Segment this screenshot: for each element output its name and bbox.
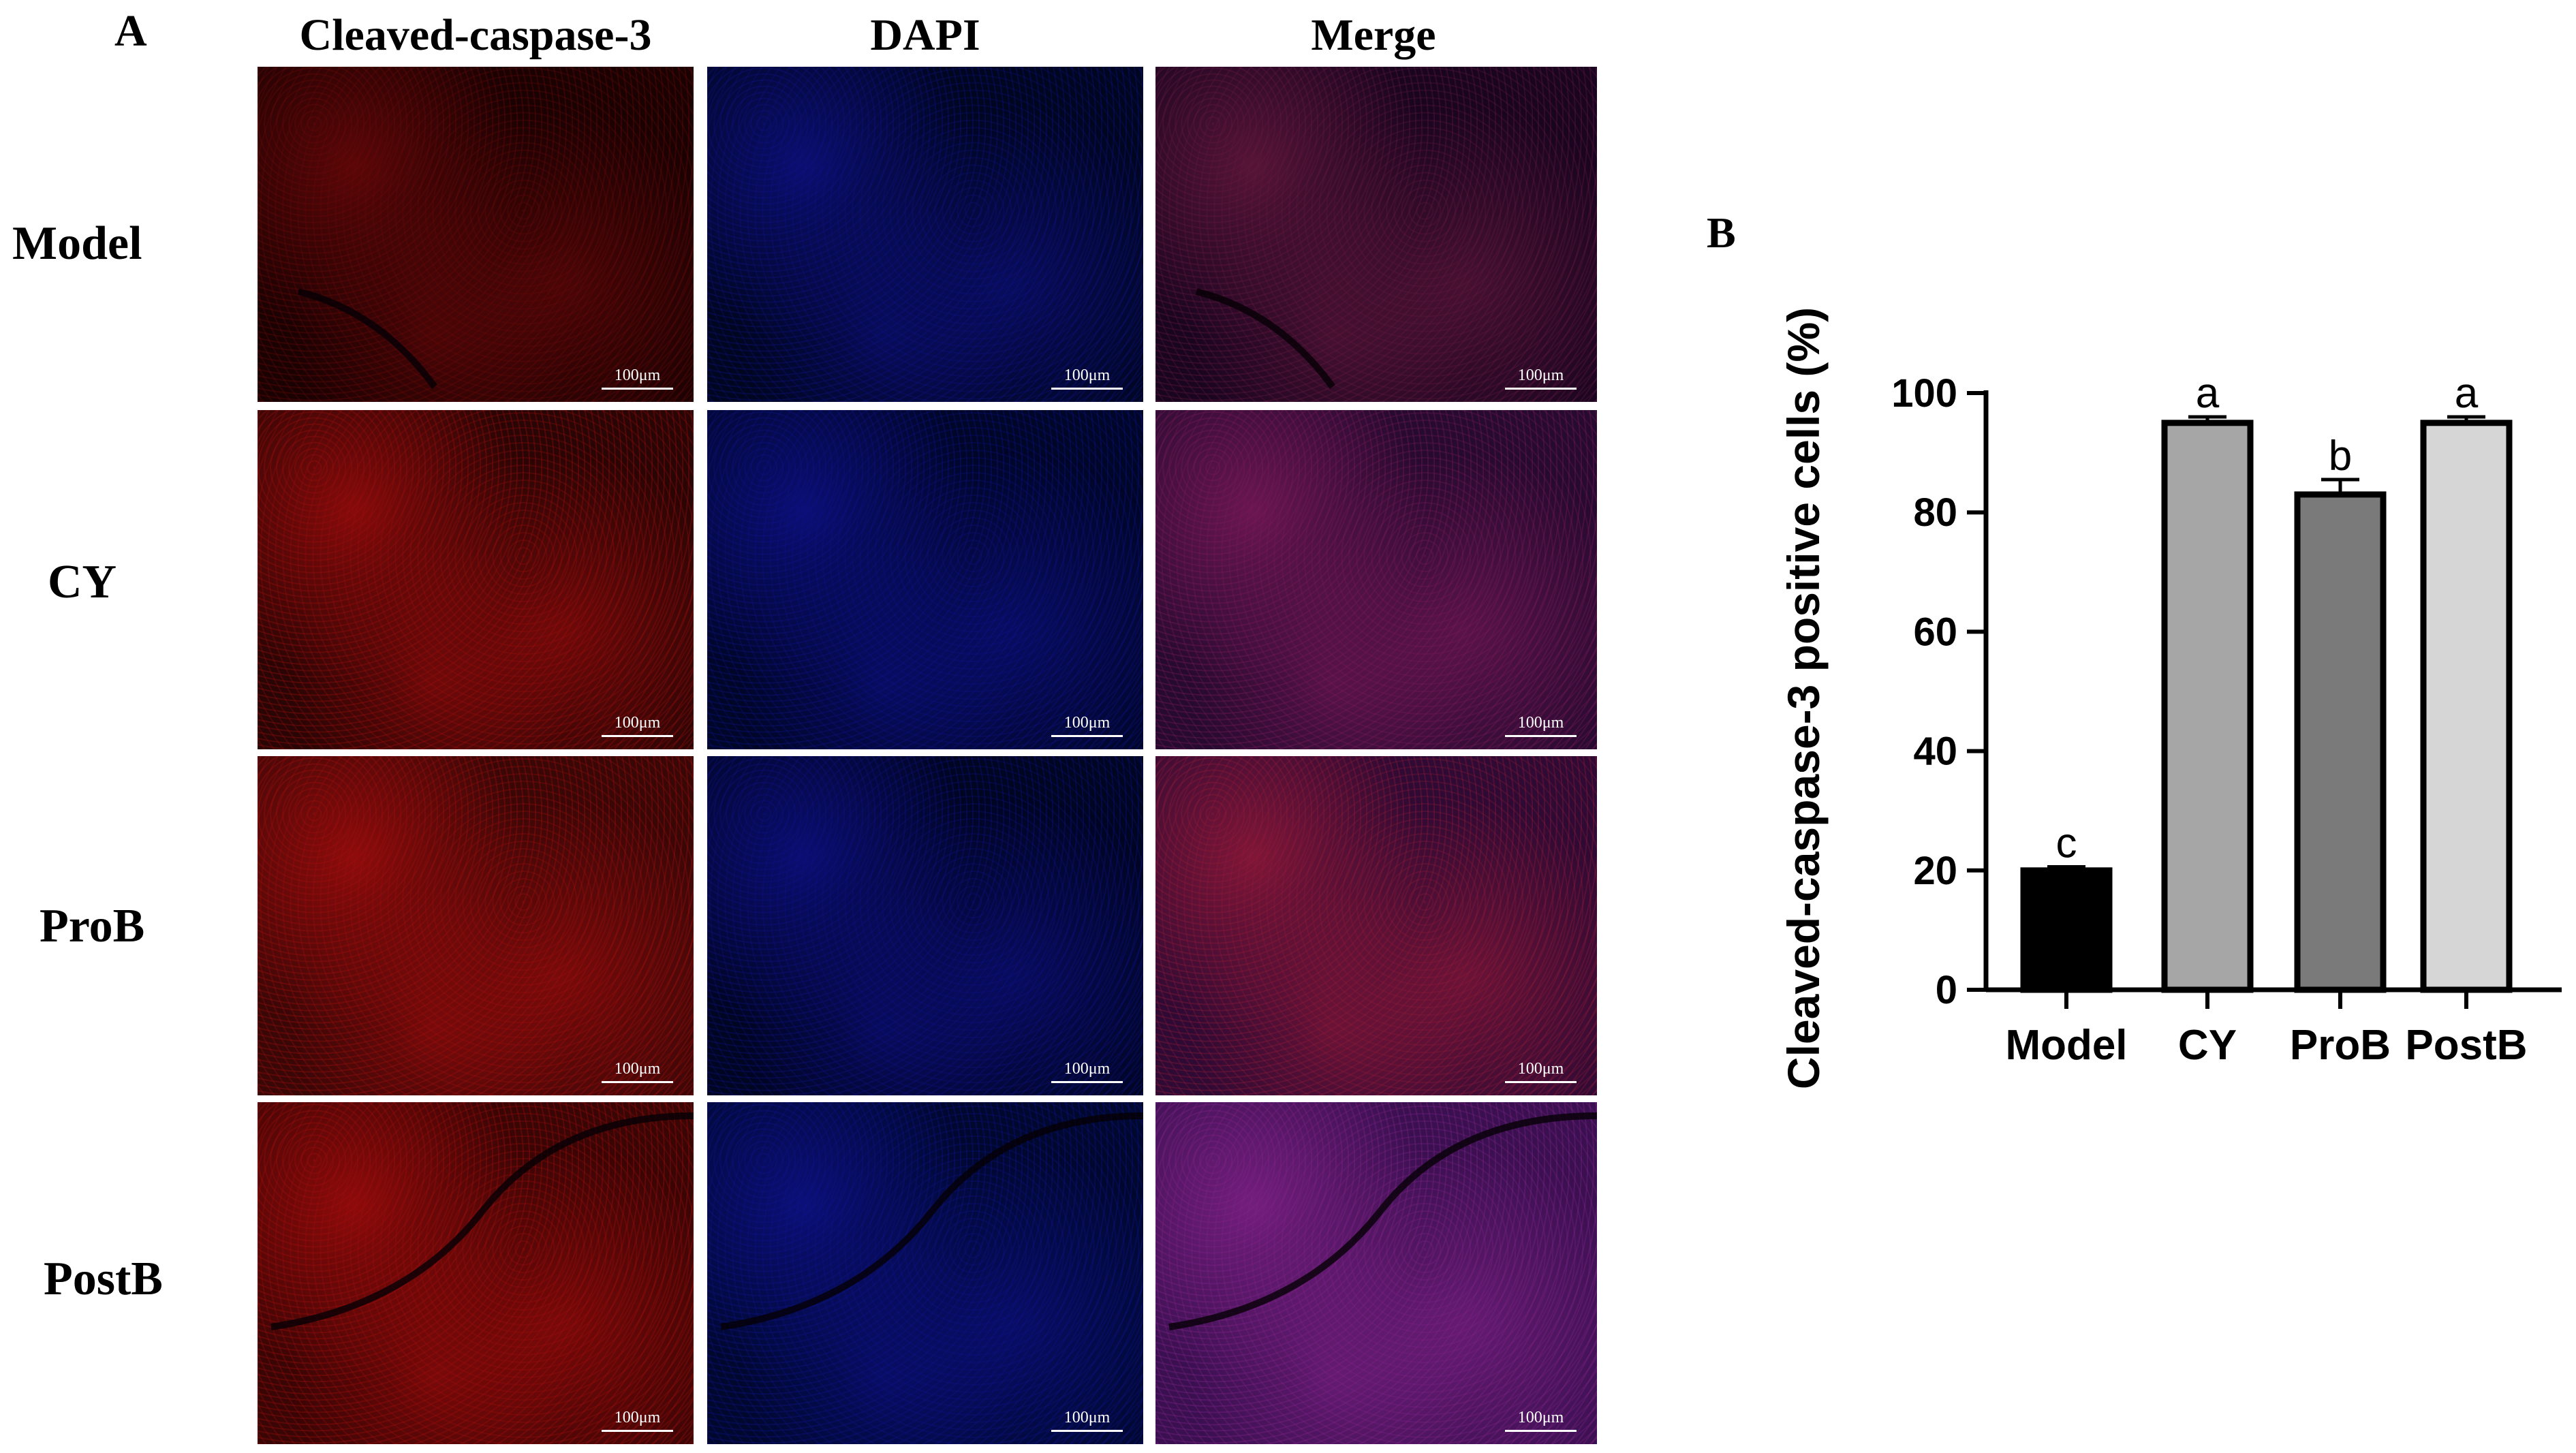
fluorescence-texture <box>258 410 694 749</box>
scale-bar: 100μm <box>1051 714 1123 737</box>
scale-bar-line <box>602 1430 673 1432</box>
scale-bar: 100μm <box>602 1409 673 1432</box>
scale-bar-line <box>1505 735 1577 737</box>
tissue-crack <box>1195 288 1336 389</box>
row-label-postb: PostB <box>44 1253 163 1305</box>
fluorescence-texture <box>707 756 1143 1095</box>
y-tick-label: 0 <box>1936 968 1957 1012</box>
row-label-prob: ProB <box>40 900 145 952</box>
column-header-merge: Merge <box>1311 10 1436 60</box>
scale-bar-line <box>1505 1081 1577 1083</box>
bar-model <box>2020 867 2113 993</box>
micrograph-model-merge: 100μm <box>1155 67 1597 402</box>
tissue-crack <box>297 288 438 389</box>
scale-bar: 100μm <box>602 714 673 737</box>
scale-bar-label: 100μm <box>614 366 661 384</box>
fluorescence-texture <box>1155 756 1597 1095</box>
micrograph-cy-merge: 100μm <box>1155 410 1597 749</box>
scale-bar-line <box>1051 388 1123 390</box>
significance-letter-model: c <box>2056 820 2077 867</box>
micrograph-cy-caspase: 100μm <box>258 410 694 749</box>
y-tick-label: 60 <box>1913 610 1957 654</box>
y-axis-title: Cleaved-caspase-3 positive cells (%) <box>1778 307 1829 1089</box>
scale-bar: 100μm <box>1051 1409 1123 1432</box>
significance-letter-cy: a <box>2196 370 2220 417</box>
scale-bar: 100μm <box>602 1060 673 1083</box>
scale-bar-label: 100μm <box>1517 714 1564 732</box>
x-tick-label-cy: CY <box>2178 1022 2237 1069</box>
x-tick-label-postb: PostB <box>2405 1022 2527 1069</box>
bar-prob <box>2294 491 2387 993</box>
scale-bar-label: 100μm <box>1064 714 1111 732</box>
scale-bar-line <box>1505 1430 1577 1432</box>
significance-letter-postb: a <box>2455 370 2479 417</box>
scale-bar-label: 100μm <box>614 714 661 732</box>
micrograph-model-caspase: 100μm <box>258 67 694 402</box>
row-label-cy: CY <box>48 556 117 608</box>
scale-bar-line <box>1051 1081 1123 1083</box>
scale-bar-line <box>1505 388 1577 390</box>
fluorescence-texture <box>707 67 1143 402</box>
x-tick-label-prob: ProB <box>2290 1022 2391 1069</box>
scale-bar-label: 100μm <box>1517 366 1564 384</box>
scale-bar-label: 100μm <box>1064 366 1111 384</box>
scale-bar: 100μm <box>1505 1409 1577 1432</box>
fluorescence-texture <box>1155 410 1597 749</box>
scale-bar-label: 100μm <box>1517 1409 1564 1426</box>
micrograph-postb-dapi: 100μm <box>707 1102 1143 1444</box>
fluorescence-texture <box>258 67 694 402</box>
scale-bar: 100μm <box>1505 714 1577 737</box>
scale-bar: 100μm <box>1505 1060 1577 1083</box>
column-header-cleaved-caspase-3: Cleaved-caspase-3 <box>299 10 652 60</box>
scale-bar-label: 100μm <box>1064 1060 1111 1078</box>
y-tick-label: 40 <box>1913 730 1957 774</box>
panel-b-letter: B <box>1707 208 1736 257</box>
x-tick-label-model: Model <box>2005 1022 2127 1069</box>
y-tick-label: 20 <box>1913 849 1957 893</box>
micrograph-cy-dapi: 100μm <box>707 410 1143 749</box>
fluorescence-texture <box>1155 1102 1597 1444</box>
bar-chart: 0 20 40 60 80 100 Cleaved-caspase-3 positive c… <box>1778 307 2562 1089</box>
y-tick-label: 100 <box>1891 371 1957 416</box>
fluorescence-texture <box>707 410 1143 749</box>
fluorescence-texture <box>1155 67 1597 402</box>
scale-bar-line <box>1051 1430 1123 1432</box>
y-tick-label: 80 <box>1913 490 1957 535</box>
scale-bar: 100μm <box>602 366 673 390</box>
scale-bar: 100μm <box>1505 366 1577 390</box>
scale-bar-line <box>1051 735 1123 737</box>
scale-bar-line <box>602 1081 673 1083</box>
row-label-model: Model <box>12 217 142 270</box>
fluorescence-texture <box>707 1102 1143 1444</box>
scale-bar-label: 100μm <box>1064 1409 1111 1426</box>
tissue-crack <box>720 1112 1143 1330</box>
scale-bar-line <box>602 388 673 390</box>
micrograph-prob-dapi: 100μm <box>707 756 1143 1095</box>
scale-bar: 100μm <box>1051 366 1123 390</box>
micrograph-prob-merge: 100μm <box>1155 756 1597 1095</box>
scale-bar-label: 100μm <box>614 1060 661 1078</box>
column-header-dapi: DAPI <box>870 10 980 60</box>
micrograph-model-dapi: 100μm <box>707 67 1143 402</box>
fluorescence-texture <box>258 1102 694 1444</box>
scale-bar-label: 100μm <box>614 1409 661 1426</box>
micrograph-prob-caspase: 100μm <box>258 756 694 1095</box>
micrograph-postb-caspase: 100μm <box>258 1102 694 1444</box>
tissue-crack <box>1168 1112 1597 1330</box>
fluorescence-texture <box>258 756 694 1095</box>
scale-bar-label: 100μm <box>1517 1060 1564 1078</box>
bar-postb <box>2420 420 2513 993</box>
panel-a-letter: A <box>114 6 147 56</box>
micrograph-postb-merge: 100μm <box>1155 1102 1597 1444</box>
significance-letter-prob: b <box>2329 433 2352 480</box>
scale-bar-line <box>602 735 673 737</box>
scale-bar: 100μm <box>1051 1060 1123 1083</box>
bar-cy <box>2161 420 2254 993</box>
tissue-crack <box>270 1112 694 1330</box>
